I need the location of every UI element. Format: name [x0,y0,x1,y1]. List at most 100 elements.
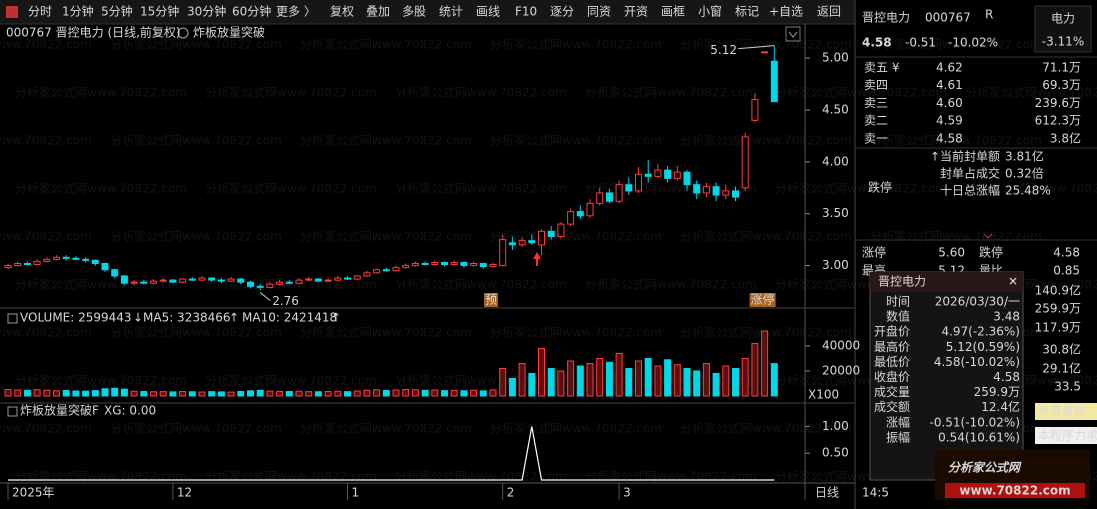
toolbar-button[interactable]: 叠加 [366,5,390,19]
candle-body [82,258,90,261]
indicator-legend: XG: 0.00 [104,404,156,418]
volume-bar [285,391,293,397]
toolbar-more[interactable]: 更多 〉 [276,5,316,19]
watermark: 分析家公式网www.70822.com [870,229,1042,244]
chart-title: 000767 晋控电力 (日线,前复权) [6,25,181,40]
seal-value: 0.32倍 [1005,166,1044,181]
candle-body [72,257,80,260]
disclaimer-text: 本程序力求 [1038,428,1097,443]
y-tick-label: 40000 [822,339,860,353]
volume-bar [402,389,410,397]
logo-url-bg [945,483,1085,498]
toolbar-button[interactable]: 统计 [439,5,463,19]
order-price: 4.59 [936,114,963,128]
candle-body [673,171,681,179]
stat-value: 29.1亿 [1042,361,1081,376]
order-price: 4.60 [936,96,963,110]
toolbar-button[interactable]: 同资 [587,5,611,19]
order-price: 4.62 [936,61,963,75]
disclaimer-box[interactable] [1035,403,1097,420]
disclaimer-title[interactable]: 免责条款: [1038,404,1090,419]
candle-body [266,283,274,288]
candle-body [431,261,439,266]
volume-bar [363,389,371,397]
stat-value: 30.8亿 [1042,342,1081,357]
popup-label: 数值 [886,309,910,324]
volume-bar [557,370,565,397]
toolbar-button[interactable]: 复权 [330,5,354,19]
toolbar-button[interactable]: 小窗 [698,5,722,19]
toolbar-button[interactable]: 开资 [624,5,648,19]
seal-label: ↑当前封单额 [930,149,1000,164]
volume-bar [625,368,633,397]
toolbar-tab[interactable]: 分时 [28,5,52,19]
volume-bar [217,391,225,397]
volume-bar [72,390,80,397]
volume-bar [770,363,778,397]
toolbar-button[interactable]: 标记 [735,5,759,19]
popup-value: 5.12(0.59%) [946,340,1020,354]
candle-body [256,285,264,288]
volume-bar [722,365,730,397]
order-volume: 612.3万 [1035,114,1081,128]
toolbar-tab[interactable]: 30分钟 [187,4,226,19]
toolbar-button[interactable]: 返回 [817,5,841,19]
popup-label: 最高价 [874,339,910,354]
volume-bar [82,390,90,397]
candle-body [188,278,196,281]
period-label[interactable]: 日线 [815,486,839,500]
candle-body [761,51,769,54]
panel-icon [7,313,18,324]
toolbar-tab[interactable]: 60分钟 [232,4,271,19]
toolbar-tab[interactable]: 15分钟 [140,4,179,19]
indicator-name[interactable]: 炸板放量突破 [193,25,265,40]
candle-body [712,186,720,196]
toolbar-button[interactable]: 多股 [402,5,426,19]
indicator-legend: 炸板放量突破F [20,403,99,418]
toolbar-tab[interactable]: 1分钟 [62,4,94,19]
order-label: 卖四 [864,78,888,92]
watermark: 分析家公式网www.70822.com [490,229,662,244]
toolbar-button[interactable]: +自选 [769,5,803,19]
candle-body [247,281,254,287]
watermark: 分析家公式网www.70822.com [490,37,662,52]
popup-value: 3.48 [993,310,1020,324]
logo-name: 分析家公式网 [948,461,1022,475]
watermark: 分析家公式网www.70822.com [110,325,282,340]
watermark: 分析家公式网www.70822.com [0,133,92,148]
volume-bar [14,389,22,397]
volume-bar [732,368,739,397]
watermark: 分析家公式网www.70822.com [300,133,472,148]
candle-body [140,281,148,284]
watermark: 分析家公式网www.70822.com [585,277,757,292]
expand-icon[interactable] [983,233,993,239]
candle-body [489,264,497,268]
sector-box[interactable] [1034,5,1092,53]
volume-bar [518,363,526,397]
volume-bar [702,363,710,397]
volume-bar [353,390,361,397]
indicator-icon[interactable] [177,27,189,39]
watermark: 分析家公式网www.70822.com [15,85,187,100]
watermark: 分析家公式网www.70822.com [775,85,947,100]
x-tick-label: 12 [177,486,192,500]
candle-body [33,260,41,266]
toolbar-button[interactable]: 画框 [661,5,685,19]
candle-body [732,190,739,198]
popup-close[interactable]: ✕ [1008,275,1018,289]
toolbar-tab[interactable]: 5分钟 [101,4,133,19]
toolbar-button[interactable]: F10 [515,5,537,19]
candle-body [567,211,575,225]
toolbar-button[interactable]: 逐分 [550,5,574,19]
volume-bar [470,389,478,397]
watermark: 分析家公式网www.70822.com [680,133,852,148]
toolbar-button[interactable]: 画线 [476,5,500,19]
stat-label: 跌停 [979,245,1003,260]
collapse-button[interactable] [785,26,801,42]
x-tick-label: 2025年 [12,486,55,500]
popup-label: 开盘价 [874,324,910,339]
candle-body [644,173,652,177]
